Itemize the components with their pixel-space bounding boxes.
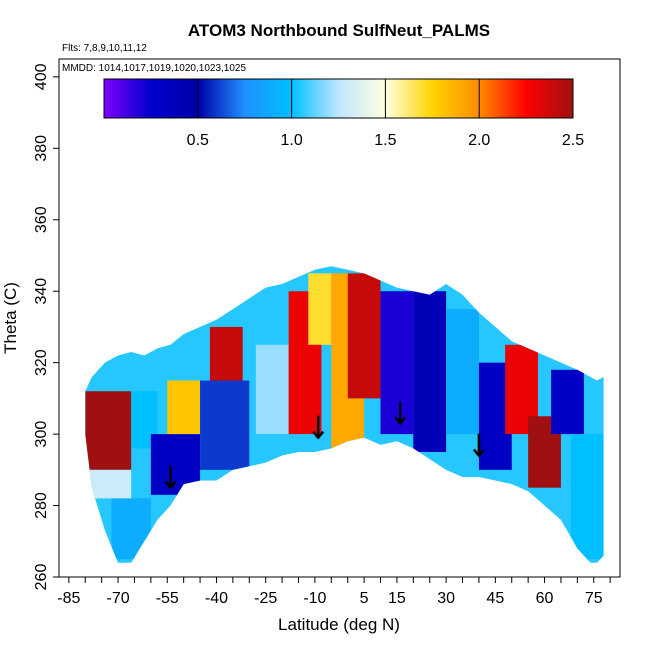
heatmap-cell bbox=[209, 326, 243, 381]
heatmap-cell bbox=[85, 391, 132, 470]
x-tick-label: -55 bbox=[156, 590, 179, 607]
dates-label: MMDD: 1014,1017,1019,1020,1023,1025 bbox=[62, 63, 246, 74]
x-axis-label: Latitude (deg N) bbox=[278, 615, 400, 634]
y-tick-label: 260 bbox=[33, 564, 50, 591]
x-tick-label: 15 bbox=[388, 590, 406, 607]
x-tick-label: -25 bbox=[254, 590, 277, 607]
x-tick-label: 5 bbox=[360, 590, 369, 607]
arrow-head bbox=[472, 448, 485, 458]
colorbar-tick-label: 2.5 bbox=[562, 132, 584, 149]
x-tick-label: 30 bbox=[437, 590, 455, 607]
y-tick-label: 280 bbox=[33, 492, 50, 519]
heatmap-cell bbox=[255, 344, 289, 435]
y-tick-label: 400 bbox=[33, 63, 50, 90]
chart-title: ATOM3 Northbound SulfNeut_PALMS bbox=[188, 21, 490, 40]
x-tick-label: 45 bbox=[486, 590, 504, 607]
heatmap-cell bbox=[308, 273, 332, 345]
y-axis: 260 280 300 320 340 360 380 400 bbox=[33, 63, 59, 590]
heatmap-cell bbox=[551, 369, 584, 435]
arrow-head bbox=[394, 416, 407, 426]
colorbar-tick-label: 1.0 bbox=[280, 132, 302, 149]
heatmap-cell bbox=[85, 469, 132, 499]
heatmap-area bbox=[85, 266, 604, 563]
y-tick-label: 300 bbox=[33, 421, 50, 448]
y-tick-label: 360 bbox=[33, 206, 50, 233]
x-tick-label: 75 bbox=[585, 590, 603, 607]
colorbar-tick-label: 2.0 bbox=[468, 132, 490, 149]
heatmap-cell bbox=[347, 273, 381, 399]
heatmap-cell bbox=[150, 434, 201, 495]
colorbar-tick-label: 1.5 bbox=[374, 132, 396, 149]
heatmap-cells bbox=[85, 266, 604, 563]
heatmap-cell bbox=[200, 380, 250, 470]
plot-frame bbox=[58, 58, 621, 578]
x-tick-label: -70 bbox=[106, 590, 129, 607]
colorbar-tick-label: 0.5 bbox=[187, 132, 209, 149]
heatmap-cell bbox=[446, 309, 479, 435]
y-tick-label: 320 bbox=[33, 349, 50, 376]
y-tick-label: 380 bbox=[33, 135, 50, 162]
y-tick-label: 340 bbox=[33, 278, 50, 305]
x-tick-label: -40 bbox=[205, 590, 228, 607]
flights-label: Flts: 7,8,9,10,11,12 bbox=[62, 43, 147, 54]
heatmap-cell bbox=[380, 291, 414, 435]
x-axis: -85 -70 -55 -40 -25 -10 5 15 30 45 60 75 bbox=[57, 577, 611, 607]
arrow-markers bbox=[164, 401, 485, 490]
colorbar: 0.5 1.0 1.5 2.0 2.5 bbox=[103, 78, 584, 149]
x-tick-label: -10 bbox=[303, 590, 326, 607]
arrow-head bbox=[312, 430, 325, 440]
colorbar-gradient bbox=[103, 78, 574, 119]
heatmap-cell bbox=[167, 380, 201, 435]
heatmap-cell bbox=[413, 291, 447, 452]
heatmap-cell bbox=[570, 434, 604, 560]
x-tick-label: -85 bbox=[57, 590, 80, 607]
arrow-head bbox=[164, 480, 177, 490]
y-axis-label: Theta (C) bbox=[1, 282, 20, 354]
heatmap-cell bbox=[111, 498, 151, 560]
x-tick-label: 60 bbox=[536, 590, 554, 607]
